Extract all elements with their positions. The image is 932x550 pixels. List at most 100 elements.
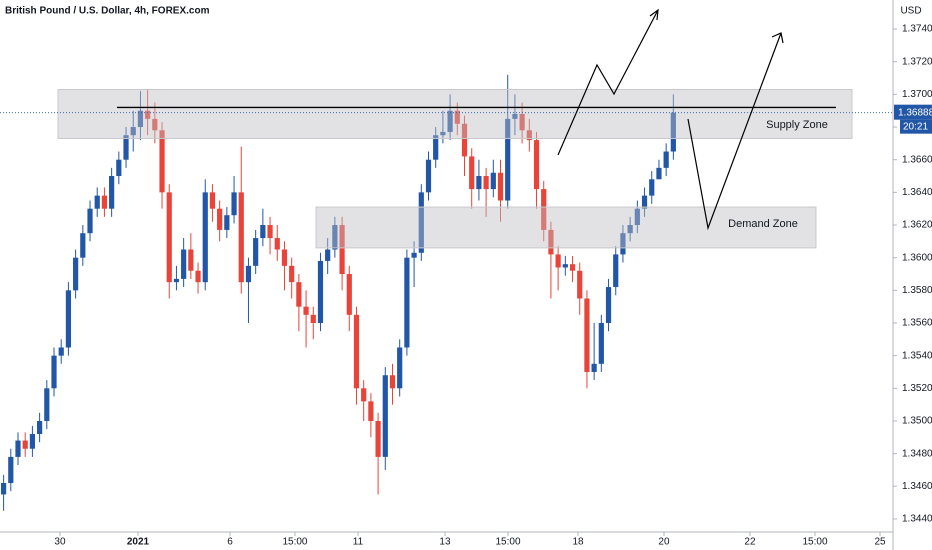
candle-body: [317, 260, 324, 323]
candle-body: [505, 118, 511, 201]
x-tick-label: 2021: [127, 537, 150, 548]
candle-body: [490, 172, 496, 190]
candle-body: [519, 113, 525, 131]
candle-body: [634, 208, 640, 226]
candle-body: [310, 314, 316, 323]
candle-body: [137, 110, 144, 128]
candle-body: [533, 140, 540, 190]
zone-label: Supply Zone: [766, 119, 828, 131]
candle-body: [289, 265, 295, 283]
arrow-head: [649, 8, 659, 21]
candle-body: [433, 135, 439, 160]
candle-body: [267, 225, 273, 239]
candle-body: [209, 192, 216, 209]
y-tick-label: 1.35400: [902, 350, 932, 361]
arrow-head: [771, 32, 784, 44]
candle-body: [65, 290, 72, 348]
candle-body: [325, 249, 331, 261]
candle-body: [368, 401, 374, 421]
y-tick-label: 1.34800: [902, 448, 932, 459]
candle-body: [188, 249, 194, 271]
axes: 1.374001.372001.370001.368001.366001.364…: [54, 24, 932, 548]
candle-body: [577, 270, 583, 299]
candle-body: [332, 225, 338, 250]
y-tick-label: 1.36000: [902, 252, 932, 263]
candle-body: [397, 347, 403, 389]
candle-body: [94, 195, 100, 209]
candle-body: [440, 131, 446, 136]
candle-body: [238, 192, 244, 283]
x-tick-label: 15:00: [802, 537, 827, 548]
candle-body: [541, 189, 547, 230]
candle-body: [339, 225, 345, 275]
candle-body: [418, 192, 424, 253]
y-tick-label: 1.36400: [902, 187, 932, 198]
x-tick-label: 22: [744, 537, 756, 548]
candle-body: [375, 420, 381, 457]
y-tick-label: 1.37000: [902, 89, 932, 100]
candle-body: [145, 110, 151, 119]
candle-body: [37, 420, 43, 435]
candle-body: [656, 167, 662, 180]
x-tick-label: 13: [439, 537, 451, 548]
y-tick-label: 1.35600: [902, 318, 932, 329]
y-tick-label: 1.34400: [902, 514, 932, 525]
candle-body: [44, 388, 50, 421]
candle-body: [202, 192, 208, 283]
bullish-path-arrow: [557, 9, 659, 156]
candle-body: [303, 306, 309, 315]
candle-body: [627, 225, 633, 234]
candle-body: [51, 355, 57, 389]
x-tick-label: 15:00: [282, 537, 307, 548]
last-price-label: 1.36888: [898, 107, 932, 118]
y-tick-label: 1.36200: [902, 220, 932, 231]
candle-body: [411, 252, 417, 258]
countdown-label: 20:21: [903, 121, 928, 132]
candle-body: [109, 176, 115, 209]
x-tick-label: 30: [54, 537, 66, 548]
overlay: Supply Zone Demand Zone: [0, 88, 893, 249]
candle-body: [73, 257, 79, 291]
candle-body: [195, 270, 201, 283]
candle-body: [173, 278, 180, 283]
candle-body: [598, 322, 604, 364]
candle-body: [447, 110, 453, 132]
candle-body: [166, 192, 172, 283]
candle-body: [22, 440, 28, 449]
y-tick-label: 1.37200: [902, 56, 932, 67]
candle-body: [483, 176, 489, 190]
candle-body: [159, 130, 165, 193]
candle-body: [281, 249, 288, 266]
candle-body: [353, 314, 360, 389]
candle-body: [562, 264, 568, 268]
candle-body: [253, 238, 259, 266]
candle-body: [87, 208, 93, 234]
candle-body: [454, 110, 460, 124]
candle-body: [245, 265, 252, 283]
candle-body: [641, 195, 648, 209]
y-tick-label: 1.35200: [902, 383, 932, 394]
candle-body: [584, 298, 590, 372]
candle-body: [382, 375, 388, 457]
y-tick-label: 1.35800: [902, 285, 932, 296]
candle-body: [101, 195, 108, 209]
candle-body: [260, 225, 266, 239]
candle-body: [361, 388, 367, 402]
candle-body: [152, 118, 158, 131]
chart-title: British Pound / U.S. Dollar, 4h, FOREX.c…: [5, 6, 210, 17]
candle-body: [620, 233, 626, 255]
x-tick-label: 11: [353, 537, 364, 548]
candle-body: [346, 274, 352, 315]
candle-body: [512, 113, 518, 119]
candle-body: [461, 123, 468, 157]
currency-label: USD: [900, 6, 921, 17]
y-tick-label: 1.37400: [902, 24, 932, 35]
candle-body: [274, 238, 280, 250]
candle-body: [548, 229, 554, 255]
candle-body: [389, 375, 396, 389]
candle-body: [526, 130, 532, 141]
candle-body: [649, 179, 655, 196]
candle-body: [80, 233, 86, 258]
countdown-box: [900, 119, 932, 134]
